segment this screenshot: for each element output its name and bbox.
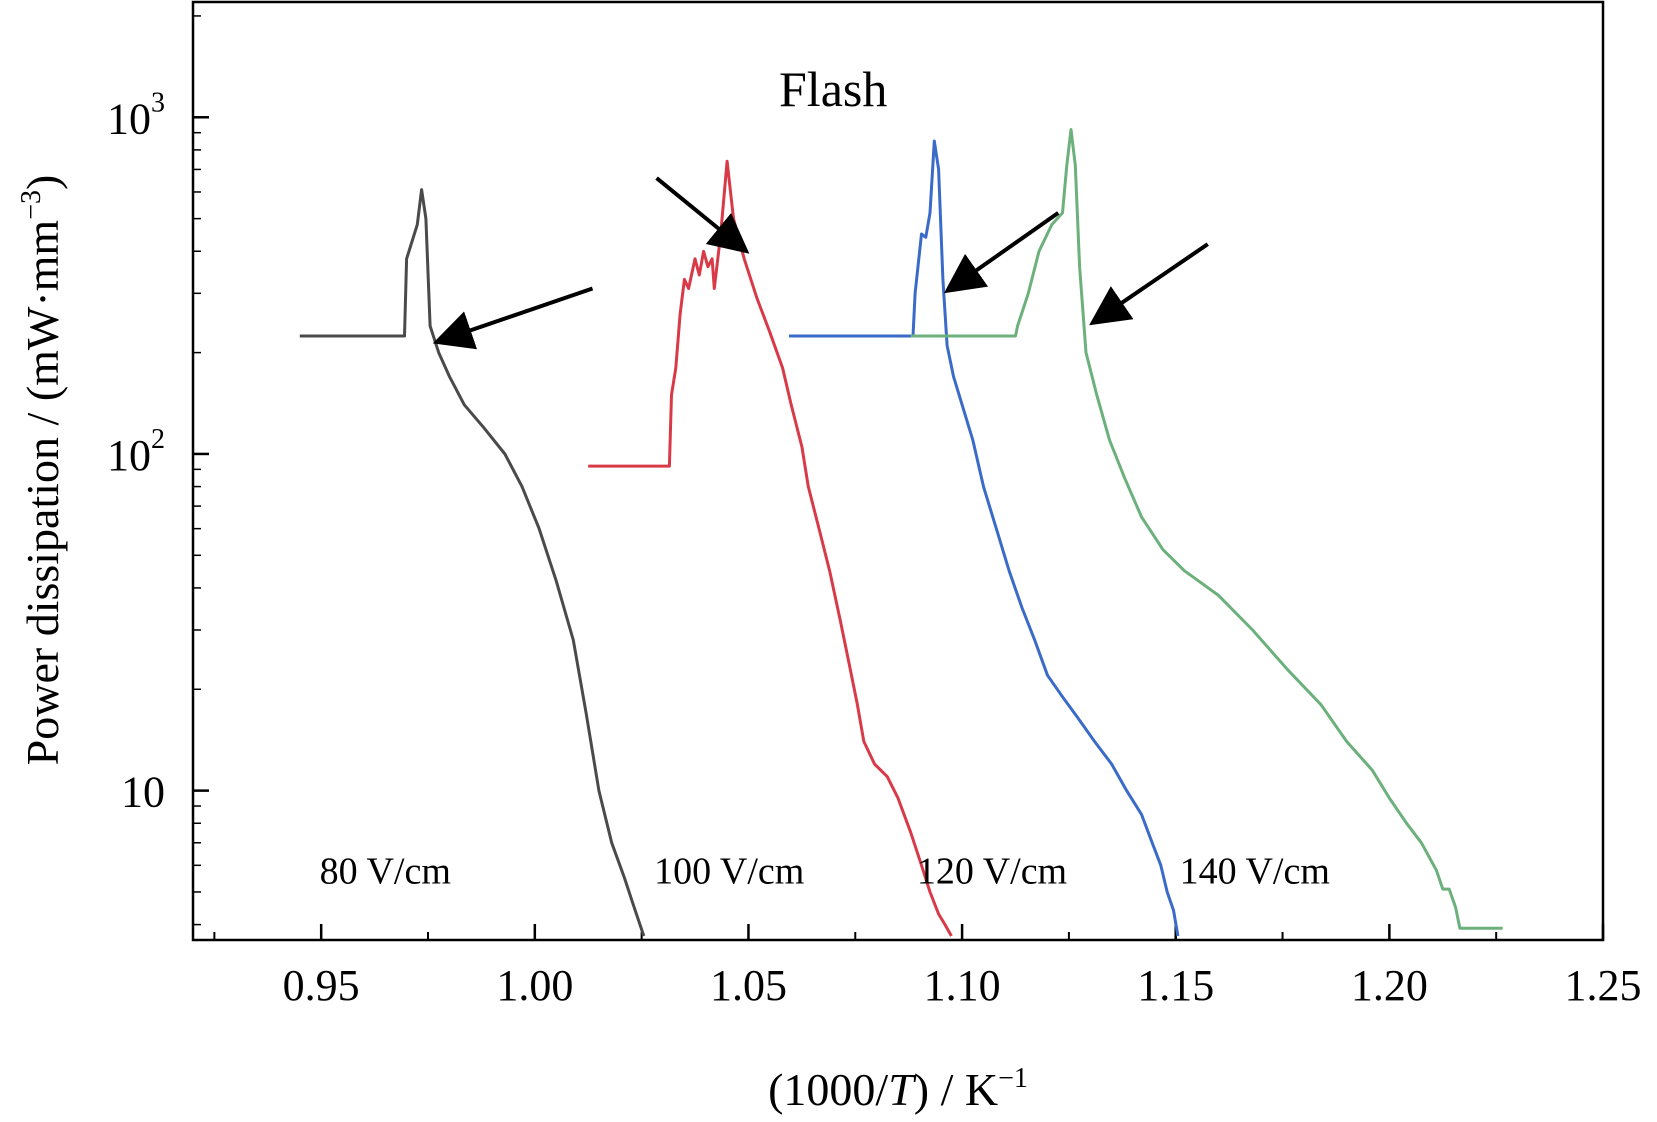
curve-label: 140 V/cm xyxy=(1180,850,1330,892)
tick-labels: 0.95 1.00 1.05 1.10 1.15 1.20 1.25 103 102 10 xyxy=(107,87,1642,1010)
series-line-3 xyxy=(789,139,1180,937)
y-tick-label: 103 xyxy=(107,87,165,143)
x-tick-label: 0.95 xyxy=(283,961,360,1010)
flash-arrow xyxy=(943,211,1060,294)
x-tick-label: 1.25 xyxy=(1565,961,1642,1010)
x-tick-label: 1.10 xyxy=(924,961,1001,1010)
x-tick-label: 1.05 xyxy=(710,961,787,1010)
x-tick-label: 1.00 xyxy=(496,961,573,1010)
y-axis-title: Power dissipation / (mW·mm−3) xyxy=(16,175,68,766)
y-tick-label: 102 xyxy=(107,424,165,480)
curve-label: 100 V/cm xyxy=(654,850,804,892)
flash-arrow xyxy=(655,176,750,254)
plot-frame xyxy=(191,0,1605,942)
flash-label: Flash xyxy=(779,61,887,117)
series-line-1 xyxy=(299,188,646,937)
flash-arrow xyxy=(432,286,594,350)
x-axis-title: (1000/T) / K−1 xyxy=(768,1063,1028,1115)
x-tick-label: 1.20 xyxy=(1351,961,1428,1010)
curve-label: 120 V/cm xyxy=(917,850,1067,892)
flash-arrow xyxy=(1089,242,1209,326)
y-tick-label: 10 xyxy=(121,768,165,817)
curve-label: 80 V/cm xyxy=(320,850,451,892)
series-line-2 xyxy=(588,159,953,937)
x-tick-label: 1.15 xyxy=(1137,961,1214,1010)
flash-arrows xyxy=(432,176,1209,350)
series-line-4 xyxy=(910,128,1503,930)
series-layer xyxy=(299,128,1503,937)
annotation-layer: 80 V/cm 100 V/cm 120 V/cm 140 V/cm xyxy=(320,850,1330,892)
